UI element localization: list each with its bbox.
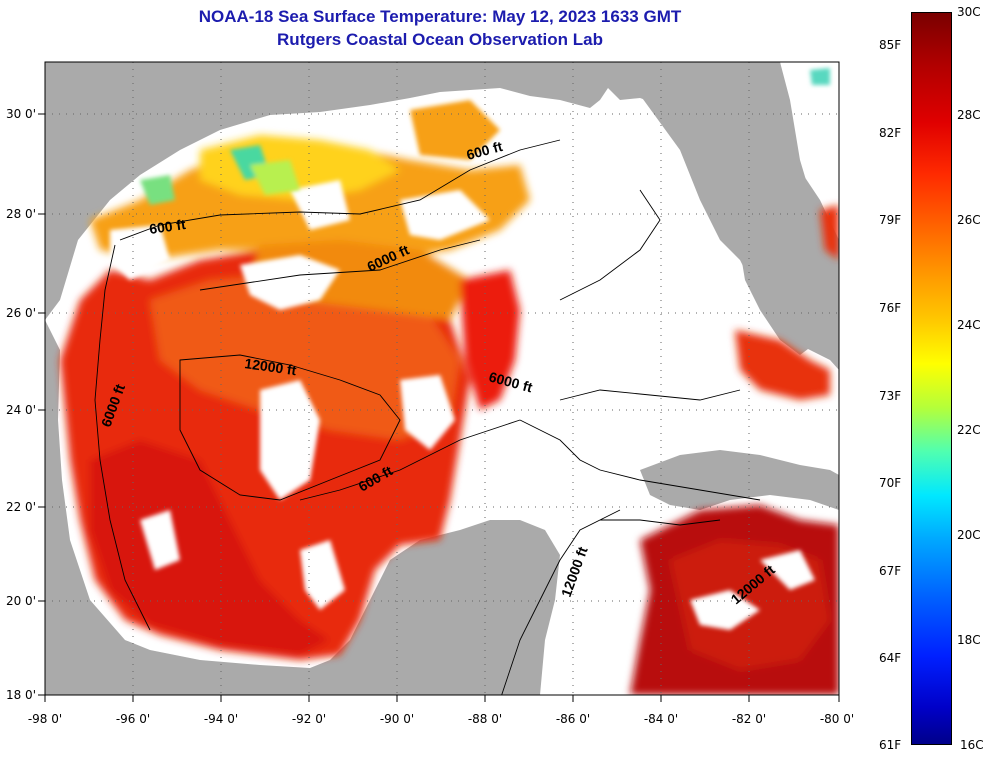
lat-label: 30 0' <box>6 107 36 121</box>
lon-label: -92 0' <box>292 712 326 726</box>
colorbar-celsius-label: 16C <box>960 738 984 752</box>
lat-label: 24 0' <box>6 403 36 417</box>
map-subtitle: Rutgers Coastal Ocean Observation Lab <box>277 30 603 49</box>
colorbar-fahrenheit-label: 82F <box>879 126 902 140</box>
colorbar-fahrenheit-label: 67F <box>879 564 902 578</box>
lon-label: -90 0' <box>380 712 414 726</box>
colorbar-fahrenheit-label: 73F <box>879 389 902 403</box>
colorbar-fahrenheit-label: 85F <box>879 38 902 52</box>
mexico-land <box>45 320 560 695</box>
lon-label: -98 0' <box>28 712 62 726</box>
plot-frame <box>44 61 840 696</box>
cuba-land <box>640 450 839 510</box>
contour-label: 12000 ft <box>244 355 298 378</box>
lon-label: -96 0' <box>116 712 150 726</box>
colorbar-celsius-label: 26C <box>957 213 981 227</box>
map-title: NOAA-18 Sea Surface Temperature: May 12,… <box>198 7 682 26</box>
temperature-colorbar <box>911 12 952 745</box>
colorbar-celsius-label: 20C <box>957 528 981 542</box>
lat-label: 18 0' <box>6 688 36 702</box>
lon-label: -86 0' <box>556 712 590 726</box>
florida-land <box>600 62 830 355</box>
colorbar-fahrenheit-label: 79F <box>879 213 902 227</box>
lon-label: -88 0' <box>468 712 502 726</box>
lon-label: -80 0' <box>820 712 854 726</box>
colorbar-celsius-label: 28C <box>957 108 981 122</box>
graticule <box>45 62 839 695</box>
lon-label: -94 0' <box>204 712 238 726</box>
lat-label: 26 0' <box>6 306 36 320</box>
colorbar-celsius-label: 30C <box>957 5 981 19</box>
lat-label: 20 0' <box>6 594 36 608</box>
colorbar-fahrenheit-label: 70F <box>879 476 902 490</box>
colorbar-celsius-label: 24C <box>957 318 981 332</box>
colorbar-celsius-label: 22C <box>957 423 981 437</box>
colorbar-fahrenheit-label: 61F <box>879 738 902 752</box>
lat-label: 28 0' <box>6 207 36 221</box>
contour-label: 600 ft <box>148 216 187 237</box>
colorbar-fahrenheit-label: 64F <box>879 651 902 665</box>
lon-label: -84 0' <box>644 712 678 726</box>
tick-marks <box>38 113 840 702</box>
lat-label: 22 0' <box>6 500 36 514</box>
colorbar-fahrenheit-label: 76F <box>879 301 902 315</box>
lon-label: -82 0' <box>732 712 766 726</box>
colorbar-celsius-label: 18C <box>957 633 981 647</box>
atlantic-water <box>780 62 839 240</box>
bathymetry-contours <box>94 139 761 695</box>
